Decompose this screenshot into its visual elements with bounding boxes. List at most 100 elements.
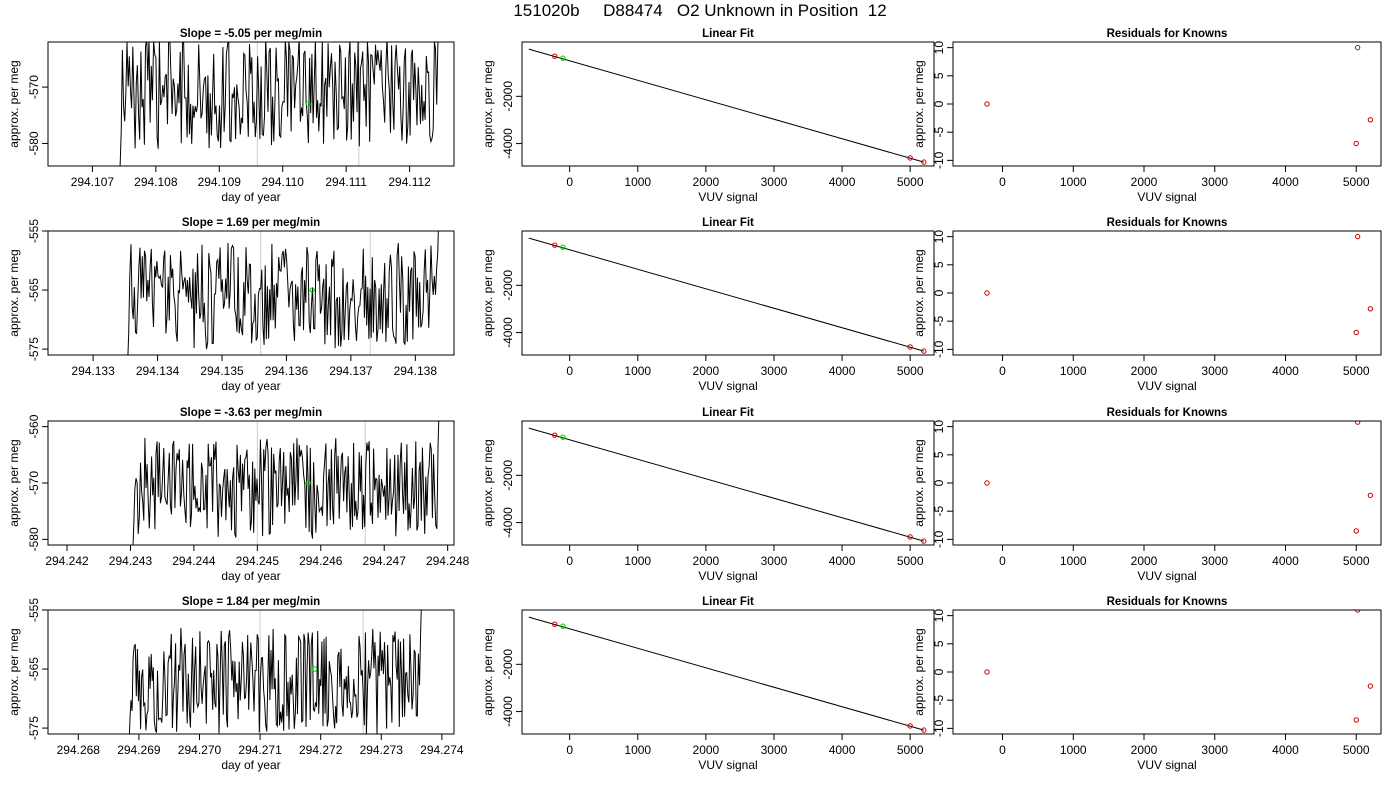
x-tick-label: 5000 bbox=[897, 743, 924, 757]
residual-point bbox=[1354, 610, 1361, 613]
signal-trace-line bbox=[127, 231, 439, 355]
panel-residuals-row-3: Residuals for Knowns 0 1000 2000 3000 4000 500… bbox=[912, 407, 1382, 583]
residual-point bbox=[984, 480, 990, 486]
unknown-point bbox=[305, 480, 311, 486]
x-tick-label: 294.112 bbox=[388, 175, 431, 189]
x-axis-label: day of year bbox=[221, 569, 280, 583]
panel-time-trace-row-1: Slope = -5.05 per meg/min 294.107 294.108 2… bbox=[7, 28, 455, 204]
x-tick-label: 294.110 bbox=[261, 175, 304, 189]
x-tick-label: 3000 bbox=[1201, 364, 1228, 378]
x-axis-label: day of year bbox=[221, 758, 280, 772]
plot-frame bbox=[521, 41, 935, 167]
x-axis-label: VUV signal bbox=[698, 758, 757, 772]
x-tick-label: 4000 bbox=[1272, 175, 1299, 189]
plot-area bbox=[127, 231, 439, 355]
x-axis-label: VUV signal bbox=[1137, 379, 1196, 393]
panel-linear-fit-row-3: Linear Fit 0 1000 2000 3000 4000 5000 -2000 -400… bbox=[481, 407, 935, 583]
plot-frame bbox=[952, 230, 1382, 356]
panel-time-trace-row-3: Slope = -3.63 per meg/min 294.242 294.243 2… bbox=[7, 407, 470, 583]
unknown-point bbox=[560, 623, 566, 629]
chart-title: Linear Fit bbox=[702, 596, 754, 608]
known-point bbox=[907, 723, 913, 729]
residual-point bbox=[1353, 329, 1359, 336]
plot-frame bbox=[47, 420, 455, 546]
fit-line bbox=[528, 616, 924, 731]
y-tick-label: 0 bbox=[932, 100, 946, 107]
x-tick-label: 1000 bbox=[1060, 175, 1087, 189]
known-point bbox=[551, 621, 558, 627]
plot-area bbox=[528, 616, 927, 733]
chart-title: Slope = -3.63 per meg/min bbox=[180, 407, 322, 419]
x-tick-label: 3000 bbox=[1201, 743, 1228, 757]
y-tick-label: -560 bbox=[27, 414, 41, 438]
x-tick-label: 2000 bbox=[693, 554, 720, 568]
known-point bbox=[551, 242, 558, 248]
signal-trace-line bbox=[132, 421, 440, 545]
panel-time-trace-row-4: Slope = 1.84 per meg/min 294.268 294.269 29… bbox=[7, 596, 464, 772]
y-axis-label: approx. per meg bbox=[7, 249, 21, 336]
plot-frame bbox=[47, 230, 455, 356]
unknown-point bbox=[305, 101, 311, 107]
chart-title: Residuals for Knowns bbox=[1107, 28, 1228, 40]
x-tick-label: 2000 bbox=[1131, 743, 1158, 757]
plot-frame bbox=[521, 230, 935, 356]
unknown-point bbox=[309, 287, 315, 293]
plot-frame bbox=[47, 609, 455, 735]
y-tick-label: -575 bbox=[27, 716, 41, 740]
y-tick-label: 10 bbox=[932, 609, 946, 623]
y-tick-label: 10 bbox=[932, 41, 946, 55]
known-point bbox=[907, 344, 913, 350]
x-tick-label: 5000 bbox=[1343, 743, 1370, 757]
x-tick-label: 294.268 bbox=[57, 743, 101, 757]
y-tick-label: -580 bbox=[27, 131, 41, 155]
x-axis-label: VUV signal bbox=[1137, 190, 1196, 204]
plot-frame bbox=[521, 420, 935, 546]
panel-residuals-row-4: Residuals for Knowns 0 1000 2000 3000 4000 500… bbox=[912, 596, 1382, 772]
y-tick-label: 0 bbox=[932, 289, 946, 296]
x-axis-label: VUV signal bbox=[698, 569, 757, 583]
x-tick-label: 294.270 bbox=[178, 743, 222, 757]
chart-title: Slope = 1.84 per meg/min bbox=[182, 596, 320, 608]
known-point bbox=[907, 534, 913, 540]
plot-area bbox=[984, 233, 1374, 336]
y-tick-label: -575 bbox=[27, 337, 41, 361]
y-tick-label: -570 bbox=[27, 471, 41, 495]
y-axis-label: approx. per meg bbox=[912, 60, 926, 147]
chart-title: Slope = 1.69 per meg/min bbox=[182, 217, 320, 229]
y-tick-label: 10 bbox=[932, 230, 946, 244]
y-axis-label: approx. per meg bbox=[481, 60, 495, 147]
residual-point bbox=[1367, 492, 1374, 499]
known-point bbox=[907, 155, 913, 161]
x-tick-label: 0 bbox=[566, 175, 573, 189]
panel-linear-fit-row-2: Linear Fit 0 1000 2000 3000 4000 5000 -2000 -400… bbox=[481, 217, 935, 393]
y-tick-label: -555 bbox=[27, 219, 41, 243]
residual-point bbox=[1353, 717, 1359, 723]
x-tick-label: 294.111 bbox=[325, 175, 367, 189]
y-tick-label: -2000 bbox=[501, 81, 515, 112]
x-tick-label: 3000 bbox=[1201, 175, 1228, 189]
plot-frame bbox=[952, 609, 1382, 735]
chart-title: Linear Fit bbox=[702, 407, 754, 419]
panel-time-trace-row-2: Slope = 1.69 per meg/min 294.133 294.134 29… bbox=[7, 217, 455, 393]
fit-line bbox=[528, 48, 924, 163]
x-tick-label: 3000 bbox=[1201, 554, 1228, 568]
x-tick-label: 0 bbox=[999, 743, 1006, 757]
y-tick-label: 10 bbox=[932, 420, 946, 434]
x-axis-label: VUV signal bbox=[1137, 569, 1196, 583]
x-tick-label: 294.274 bbox=[420, 743, 464, 757]
x-tick-label: 294.247 bbox=[363, 554, 407, 568]
plot-area bbox=[528, 237, 927, 354]
x-tick-label: 294.107 bbox=[71, 175, 115, 189]
x-tick-label: 4000 bbox=[829, 554, 856, 568]
x-tick-label: 1000 bbox=[624, 364, 651, 378]
x-tick-label: 0 bbox=[999, 364, 1006, 378]
x-tick-label: 294.134 bbox=[136, 364, 180, 378]
y-axis-label: approx. per meg bbox=[481, 628, 495, 715]
residual-point bbox=[984, 290, 990, 296]
plot-area bbox=[528, 48, 927, 165]
y-axis-label: approx. per meg bbox=[7, 60, 21, 147]
y-axis-label: approx. per meg bbox=[481, 439, 495, 526]
chart-title: Slope = -5.05 per meg/min bbox=[180, 28, 322, 40]
chart-title: Residuals for Knowns bbox=[1107, 407, 1228, 419]
